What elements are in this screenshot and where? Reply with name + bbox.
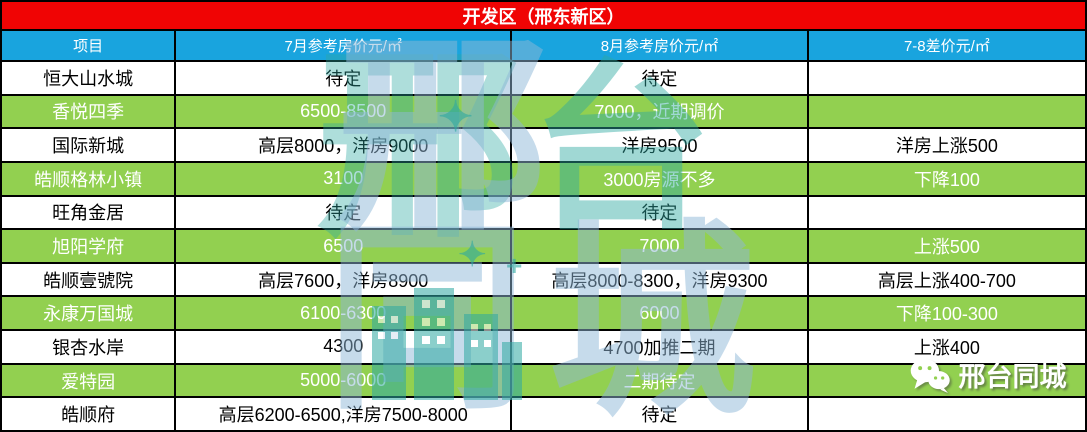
project-name-cell: 恒大山水城 (2, 62, 177, 94)
header-project: 项目 (2, 31, 177, 60)
header-august-price: 8月参考房价元/㎡ (512, 31, 809, 60)
august-price-cell: 洋房9500 (512, 129, 809, 161)
price-diff-cell: 洋房上涨500 (895, 136, 998, 157)
july-price-cell: 6500-8500 (176, 95, 513, 128)
table-row: 香悦四季 6500-8500 7000，近期调价 (2, 95, 1085, 130)
august-price-cell: 高层8000-8300，洋房9300 (512, 263, 809, 296)
table-row: 皓顺格林小镇 3100 3000房源不多 下降100 (2, 162, 1085, 197)
august-price-cell: 待定 (512, 398, 809, 431)
august-price-cell: 二期待定 (512, 364, 809, 397)
price-diff-cell: 上涨500 (913, 237, 980, 258)
table-row: 国际新城 高层8000，洋房9000 洋房9500 洋房上涨500 (2, 129, 1085, 163)
july-price-cell: 待定 (176, 62, 513, 94)
july-price-cell: 4300 (176, 331, 513, 363)
project-name-cell: 爱特园 (2, 364, 177, 397)
project-name-cell: 旭阳学府 (2, 230, 177, 262)
july-price-cell: 6500 (176, 230, 513, 262)
july-price-cell: 3100 (176, 162, 513, 195)
header-july-price: 7月参考房价元/㎡ (176, 31, 513, 60)
price-diff-cell (809, 62, 1085, 94)
august-price-cell: 7000 (512, 230, 809, 262)
price-diff-cell: 上涨400 (913, 337, 980, 358)
table-row: 银杏水岸 4300 4700加推二期 上涨400 (2, 331, 1085, 365)
table-title-bar: 开发区（邢东新区） (2, 2, 1085, 31)
project-name-cell: 香悦四季 (2, 95, 177, 128)
table-row: 旺角金居 待定 待定 (2, 196, 1085, 231)
july-price-cell: 5000-6000 (176, 364, 513, 397)
project-name-cell: 旺角金居 (2, 196, 177, 229)
price-diff-cell: 下降100-300 (895, 304, 998, 325)
table-row: 恒大山水城 待定 待定 (2, 62, 1085, 96)
table-row: 爱特园 5000-6000 二期待定 (2, 364, 1085, 399)
table-row: 永康万国城 6100-6300 6000 下降100-300 (2, 297, 1085, 332)
august-price-cell: 7000，近期调价 (512, 95, 809, 128)
table-title: 开发区（邢东新区） (462, 6, 625, 27)
july-price-cell: 高层6200-6500,洋房7500-8000 (176, 398, 513, 431)
table-row: 皓顺府 高层6200-6500,洋房7500-8000 待定 (2, 398, 1085, 431)
price-diff-cell: 下降100 (913, 169, 980, 190)
project-name-cell: 皓顺府 (2, 398, 177, 431)
august-price-cell: 4700加推二期 (512, 331, 809, 363)
july-price-cell: 高层8000，洋房9000 (176, 129, 513, 161)
table-row: 旭阳学府 6500 7000 上涨500 (2, 230, 1085, 264)
price-diff-cell (809, 96, 1085, 128)
july-price-cell: 高层7600，洋房8900 (176, 263, 513, 296)
price-diff-cell (809, 398, 1085, 430)
project-name-cell: 皓顺壹號院 (2, 263, 177, 296)
august-price-cell: 3000房源不多 (512, 162, 809, 195)
price-diff-cell: 高层上涨400-700 (877, 270, 1016, 291)
table-header-row: 项目 7月参考房价元/㎡ 8月参考房价元/㎡ 7-8差价元/㎡ (2, 31, 1085, 62)
table-body: 恒大山水城 待定 待定 香悦四季 6500-8500 7000，近期调价 国际新城 高层800… (2, 62, 1085, 431)
table-row: 皓顺壹號院 高层7600，洋房8900 高层8000-8300，洋房9300 高层上涨… (2, 263, 1085, 298)
august-price-cell: 待定 (512, 62, 809, 94)
project-name-cell: 永康万国城 (2, 297, 177, 330)
price-diff-cell (809, 197, 1085, 229)
price-diff-cell (809, 365, 1085, 397)
project-name-cell: 皓顺格林小镇 (2, 162, 177, 195)
july-price-cell: 待定 (176, 196, 513, 229)
project-name-cell: 银杏水岸 (2, 331, 177, 363)
august-price-cell: 6000 (512, 297, 809, 330)
august-price-cell: 待定 (512, 196, 809, 229)
header-price-diff: 7-8差价元/㎡ (903, 38, 990, 55)
july-price-cell: 6100-6300 (176, 297, 513, 330)
project-name-cell: 国际新城 (2, 129, 177, 161)
